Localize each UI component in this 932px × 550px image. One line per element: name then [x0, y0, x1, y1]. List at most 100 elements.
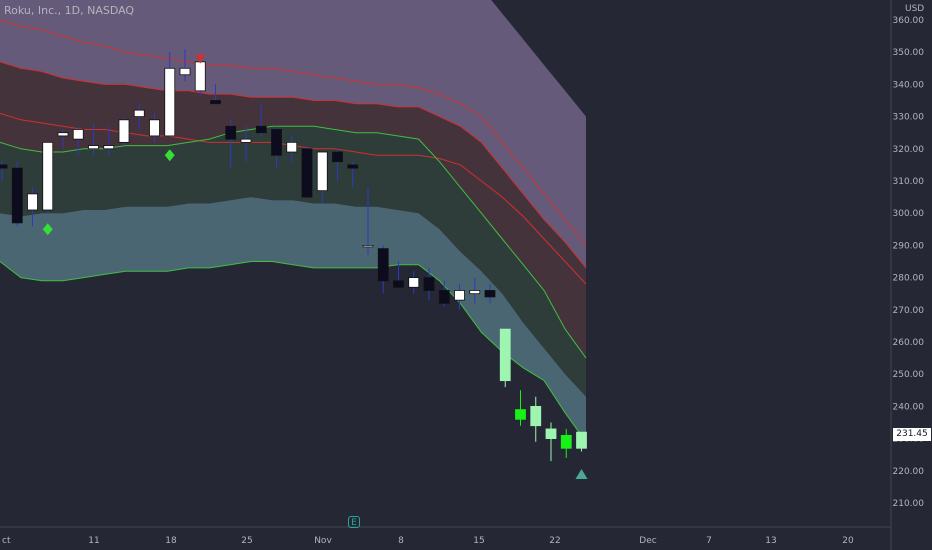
time-tick-label: Nov — [314, 536, 332, 546]
candlestick-series — [0, 48, 587, 462]
upper-band-area — [0, 0, 586, 246]
price-tick-label: 350.00 — [893, 48, 925, 58]
candle — [164, 52, 176, 137]
candle — [484, 284, 496, 304]
buy-signal-diamond — [42, 223, 53, 236]
candle — [438, 280, 450, 307]
candle-body — [225, 125, 237, 140]
candle — [316, 151, 328, 204]
candle-body — [72, 129, 84, 140]
candle — [42, 141, 54, 214]
symbol-title: Roku, Inc., 1D, NASDAQ — [4, 4, 135, 17]
candle — [57, 129, 69, 149]
candle-body — [88, 145, 99, 150]
green-band-area — [0, 126, 586, 397]
price-tick-label: 290.00 — [893, 241, 925, 251]
lower-green-line — [0, 261, 587, 443]
up-signal-triangle — [575, 469, 588, 480]
candle — [332, 148, 343, 181]
time-tick-label: 8 — [398, 536, 404, 546]
candle — [179, 48, 191, 82]
candle — [27, 187, 38, 227]
price-tick-label: 310.00 — [893, 177, 925, 187]
price-tick-label: 330.00 — [893, 113, 925, 123]
candle — [118, 116, 130, 146]
lower-band-area — [0, 197, 586, 442]
mid-red-line — [0, 61, 587, 269]
earnings-event-icon[interactable]: E — [348, 516, 360, 528]
mid-band-area — [0, 113, 586, 359]
price-tick-label: 320.00 — [893, 145, 925, 155]
time-tick-label: 11 — [88, 536, 99, 546]
candle — [515, 390, 526, 426]
currency-label: USD — [905, 4, 925, 14]
candle — [393, 261, 404, 288]
price-tick-label: 240.00 — [893, 402, 925, 412]
candle — [271, 126, 282, 169]
price-tick-label: 220.00 — [893, 467, 925, 477]
candle-body — [179, 67, 191, 76]
candle-body — [362, 244, 374, 248]
candle-body — [332, 151, 343, 163]
channel-bands — [0, 0, 587, 443]
candle — [530, 396, 542, 442]
candle-body — [240, 138, 252, 143]
candle — [0, 161, 8, 181]
candle — [133, 103, 145, 130]
candle-body — [42, 141, 54, 211]
last-price-tag: 231.45 — [893, 428, 931, 441]
candle-body — [469, 290, 481, 295]
candle — [11, 161, 23, 227]
time-tick-label: Dec — [639, 536, 656, 546]
time-tick-label: 18 — [165, 536, 177, 546]
candle — [347, 161, 359, 188]
candle-body — [347, 164, 359, 169]
sell-signal-triangle — [195, 54, 206, 64]
candle — [103, 126, 115, 156]
candle-body — [27, 193, 38, 211]
time-tick-label: 15 — [473, 536, 484, 546]
candle — [225, 119, 237, 169]
candle — [576, 431, 587, 452]
candle-body — [57, 132, 69, 137]
candle-body — [545, 428, 557, 440]
candle-body — [118, 119, 130, 143]
candle-body — [393, 280, 404, 288]
candle-body — [408, 277, 420, 288]
time-tick-label: ct — [2, 536, 11, 546]
candle — [423, 267, 435, 301]
candle-body — [499, 328, 511, 382]
candle-body — [377, 248, 389, 282]
candle-body — [271, 129, 282, 156]
candle — [240, 126, 252, 162]
time-axis[interactable]: ct 11 18 25 Nov 8 15 22 Dec 7 13 20 — [2, 536, 854, 546]
candle-body — [530, 405, 542, 427]
price-tick-label: 250.00 — [893, 370, 925, 380]
candle — [454, 284, 465, 310]
candle — [499, 328, 511, 388]
candle-body — [133, 109, 145, 118]
mid-upper-band-area — [0, 61, 586, 285]
price-tick-label: 300.00 — [893, 209, 925, 219]
candle-body — [0, 164, 8, 169]
price-tick-label: 360.00 — [893, 16, 925, 26]
signal-markers — [42, 54, 588, 480]
candle-body — [103, 145, 115, 150]
top-red-line — [0, 19, 587, 246]
price-tick-label: 210.00 — [893, 499, 925, 509]
candle — [286, 135, 298, 162]
candle-body — [11, 167, 23, 224]
price-tick-label: 260.00 — [893, 338, 925, 348]
candle-body — [210, 100, 221, 105]
candle-body — [576, 431, 587, 449]
candle-body — [316, 151, 328, 192]
candle — [88, 123, 99, 156]
price-tick-label: 280.00 — [893, 274, 925, 284]
time-tick-label: 25 — [241, 536, 252, 546]
price-tick-label: 270.00 — [893, 306, 925, 316]
candle-body — [560, 434, 572, 449]
candle-body — [194, 61, 206, 92]
time-tick-label: 13 — [765, 536, 776, 546]
candle — [377, 245, 389, 294]
